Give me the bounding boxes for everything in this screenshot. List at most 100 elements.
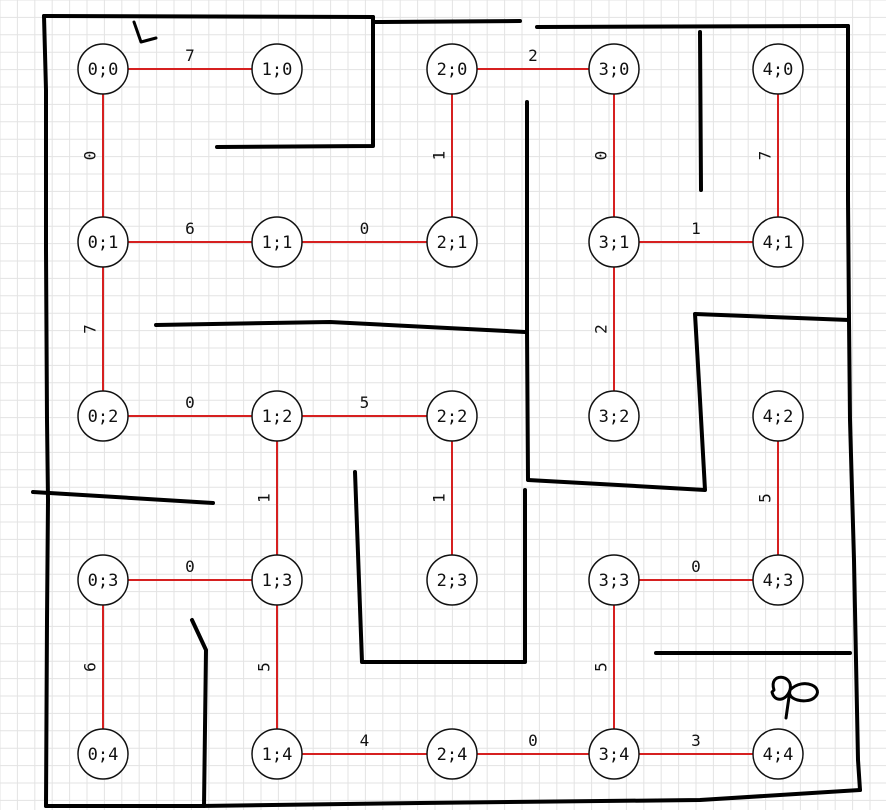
node-label: 2;2: [437, 407, 468, 427]
graph-node: 3;2: [588, 390, 640, 442]
outer-wall-left-lower: [44, 498, 50, 808]
node-label: 2;1: [437, 233, 468, 253]
node-circle: [426, 728, 478, 780]
graph-node: 3;4: [588, 728, 640, 780]
graph-node: 4;4: [752, 728, 804, 780]
graph-node: 1;1: [251, 216, 303, 268]
node-label: 0;3: [88, 571, 119, 591]
graph-node: 2;2: [426, 390, 478, 442]
outer-wall-top-right: [373, 19, 522, 24]
edge-weight-label: 6: [185, 219, 195, 238]
graph-node: 1;4: [251, 728, 303, 780]
node-circle: [426, 43, 478, 95]
node-circle: [77, 390, 129, 442]
graph-node: 0;1: [77, 216, 129, 268]
graph-node: 1;2: [251, 390, 303, 442]
outer-wall-top-far-right: [535, 24, 850, 29]
edge-weight-label: 5: [756, 493, 775, 503]
edge-weight-label: 0: [528, 731, 538, 750]
edge-weight-label: 5: [592, 662, 611, 672]
graph-node: 2;4: [426, 728, 478, 780]
node-label: 4;0: [763, 60, 794, 80]
node-circle: [588, 728, 640, 780]
node-circle: [588, 554, 640, 606]
node-circle: [752, 390, 804, 442]
edge-weight-label: 0: [360, 219, 370, 238]
node-label: 3;2: [599, 407, 630, 427]
graph-node: 2;1: [426, 216, 478, 268]
node-label: 1;4: [262, 745, 293, 765]
inner-wall-center-shelf: [154, 320, 527, 334]
edge-weight-label: 0: [592, 151, 611, 161]
node-circle: [752, 216, 804, 268]
edge-weight-label: 7: [185, 46, 195, 65]
edge-weight-label: 6: [81, 662, 100, 672]
graph-node: 3;3: [588, 554, 640, 606]
node-label: 2;0: [437, 60, 468, 80]
edge-weight-label: 7: [756, 151, 775, 161]
node-label: 4;1: [763, 233, 794, 253]
inner-wall-bottom-left-post: [190, 618, 208, 808]
edge-weight-label: 1: [430, 151, 449, 161]
node-circle: [251, 728, 303, 780]
inner-wall-top-box: [215, 15, 375, 149]
inner-wall-center-u: [353, 470, 527, 664]
node-label: 3;3: [599, 571, 630, 591]
node-circle: [752, 43, 804, 95]
node-label: 4;2: [763, 407, 794, 427]
edge-weight-label: 0: [691, 557, 701, 576]
edge-weight-label: 1: [691, 219, 701, 238]
node-circle: [426, 554, 478, 606]
edge-weight-label: 2: [592, 324, 611, 334]
node-label: 2;3: [437, 571, 468, 591]
node-circle: [752, 554, 804, 606]
graph-node: 0;3: [77, 554, 129, 606]
node-label: 4;3: [763, 571, 794, 591]
graph-node: 2;0: [426, 43, 478, 95]
graph-node: 0;0: [77, 43, 129, 95]
graph-node: 1;3: [251, 554, 303, 606]
graph-nodes: 0;0 1;0 2;0 3;0 4;0 0;1 1;1 2;1 3;1 4;1 0;2 1;2 2;2 3…: [77, 43, 804, 780]
inner-wall-left-shelf: [31, 490, 215, 505]
edge-weight-label: 0: [185, 393, 195, 412]
edge-weight-label: 1: [255, 493, 274, 503]
node-circle: [77, 216, 129, 268]
outer-wall-top-left: [42, 14, 375, 19]
node-label: 3;4: [599, 745, 630, 765]
edge-weight-label: 1: [430, 493, 449, 503]
graph-node: 4;2: [752, 390, 804, 442]
edge-weight-label: 5: [360, 393, 370, 412]
node-label: 1;1: [262, 233, 293, 253]
graph-node: 4;3: [752, 554, 804, 606]
node-label: 3;1: [599, 233, 630, 253]
graph-node: 0;4: [77, 728, 129, 780]
edge-weight-label: 7: [81, 324, 100, 334]
inner-wall-mid-right-pocket: [525, 312, 851, 492]
graph-node: 3;1: [588, 216, 640, 268]
graph-edges: [102, 68, 779, 755]
node-circle: [426, 216, 478, 268]
node-circle: [752, 728, 804, 780]
node-label: 2;4: [437, 745, 468, 765]
node-label: 3;0: [599, 60, 630, 80]
node-label: 4;4: [763, 745, 794, 765]
inner-wall-top-right-stub: [698, 30, 703, 192]
node-label: 1;0: [262, 60, 293, 80]
node-circle: [77, 554, 129, 606]
graph-node: 3;0: [588, 43, 640, 95]
outer-wall-bottom: [44, 788, 862, 808]
node-circle: [77, 728, 129, 780]
graph-node: 4;1: [752, 216, 804, 268]
edge-weight-label: 3: [691, 731, 701, 750]
node-label: 1;2: [262, 407, 293, 427]
node-label: 0;1: [88, 233, 119, 253]
node-circle: [588, 390, 640, 442]
maze-walls: [31, 14, 862, 808]
edge-weight-label: 5: [255, 662, 274, 672]
node-circle: [426, 390, 478, 442]
outer-wall-left-upper: [42, 14, 50, 502]
start-marker-icon: [132, 20, 158, 44]
